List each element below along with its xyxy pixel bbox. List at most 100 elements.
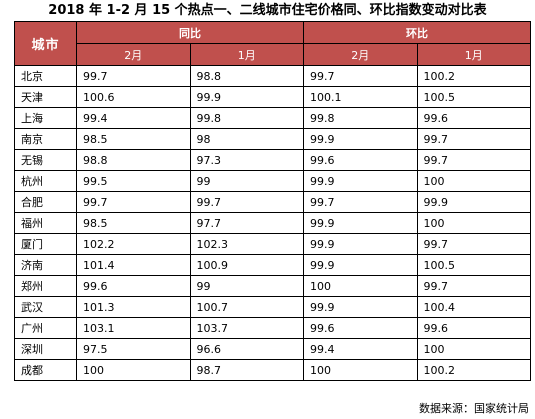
- table-row: 合肥 99.7 99.7 99.7 99.9: [15, 192, 531, 213]
- index-value-cell: 99.7: [417, 150, 531, 171]
- table-row: 济南 101.4 100.9 99.9 100.5: [15, 255, 531, 276]
- index-value-cell: 99.9: [304, 171, 418, 192]
- index-value-cell: 99.7: [417, 234, 531, 255]
- month-header: 2月: [77, 44, 191, 66]
- index-value-cell: 97.7: [190, 213, 304, 234]
- index-value-cell: 99.7: [304, 192, 418, 213]
- table-row: 南京 98.5 98 99.9 99.7: [15, 129, 531, 150]
- table-row: 深圳 97.5 96.6 99.4 100: [15, 339, 531, 360]
- index-value-cell: 100.2: [417, 360, 531, 381]
- index-value-cell: 99.9: [304, 255, 418, 276]
- index-value-cell: 100.1: [304, 87, 418, 108]
- table-row: 厦门 102.2 102.3 99.9 99.7: [15, 234, 531, 255]
- index-value-cell: 101.4: [77, 255, 191, 276]
- index-value-cell: 99.6: [77, 276, 191, 297]
- table-row: 成都 100 98.7 100 100.2: [15, 360, 531, 381]
- index-value-cell: 97.5: [77, 339, 191, 360]
- city-cell: 合肥: [15, 192, 77, 213]
- index-value-cell: 99.7: [417, 129, 531, 150]
- header-row-groups: 城市 同比 环比: [15, 22, 531, 44]
- city-cell: 北京: [15, 66, 77, 87]
- table-row: 上海 99.4 99.8 99.8 99.6: [15, 108, 531, 129]
- table-header: 城市 同比 环比 2月 1月 2月 1月: [15, 22, 531, 66]
- header-row-months: 2月 1月 2月 1月: [15, 44, 531, 66]
- index-value-cell: 99.4: [77, 108, 191, 129]
- index-value-cell: 97.3: [190, 150, 304, 171]
- index-value-cell: 99.6: [417, 108, 531, 129]
- index-value-cell: 98.8: [77, 150, 191, 171]
- table-row: 郑州 99.6 99 100 99.7: [15, 276, 531, 297]
- index-value-cell: 103.1: [77, 318, 191, 339]
- city-column-header: 城市: [15, 22, 77, 66]
- index-value-cell: 99.8: [304, 108, 418, 129]
- price-index-table: 城市 同比 环比 2月 1月 2月 1月 北京 99.7 98.8 99.7 100.2…: [14, 21, 531, 381]
- index-value-cell: 100.7: [190, 297, 304, 318]
- index-value-cell: 99.9: [304, 213, 418, 234]
- index-value-cell: 99.8: [190, 108, 304, 129]
- city-cell: 无锡: [15, 150, 77, 171]
- index-value-cell: 102.2: [77, 234, 191, 255]
- index-value-cell: 99: [190, 276, 304, 297]
- index-value-cell: 99.7: [77, 192, 191, 213]
- index-value-cell: 100: [417, 339, 531, 360]
- index-value-cell: 99.6: [304, 150, 418, 171]
- group-header-mom: 环比: [304, 22, 531, 44]
- city-cell: 上海: [15, 108, 77, 129]
- city-cell: 福州: [15, 213, 77, 234]
- city-cell: 杭州: [15, 171, 77, 192]
- index-value-cell: 99.7: [304, 66, 418, 87]
- city-cell: 深圳: [15, 339, 77, 360]
- table-title: 2018 年 1-2 月 15 个热点一、二线城市住宅价格同、环比指数变动对比表: [0, 2, 535, 20]
- table-body: 北京 99.7 98.8 99.7 100.2 天津 100.6 99.9 100.1 100.5…: [15, 66, 531, 381]
- index-value-cell: 100.5: [417, 87, 531, 108]
- index-value-cell: 100: [304, 276, 418, 297]
- index-value-cell: 103.7: [190, 318, 304, 339]
- index-value-cell: 99.7: [417, 276, 531, 297]
- city-cell: 天津: [15, 87, 77, 108]
- table-row: 北京 99.7 98.8 99.7 100.2: [15, 66, 531, 87]
- index-value-cell: 98.5: [77, 129, 191, 150]
- index-value-cell: 98.5: [77, 213, 191, 234]
- index-value-cell: 100.9: [190, 255, 304, 276]
- index-value-cell: 99.6: [417, 318, 531, 339]
- city-cell: 郑州: [15, 276, 77, 297]
- month-header: 1月: [417, 44, 531, 66]
- table-row: 福州 98.5 97.7 99.9 100: [15, 213, 531, 234]
- table-row: 杭州 99.5 99 99.9 100: [15, 171, 531, 192]
- index-value-cell: 102.3: [190, 234, 304, 255]
- index-value-cell: 96.6: [190, 339, 304, 360]
- index-value-cell: 101.3: [77, 297, 191, 318]
- index-value-cell: 100.2: [417, 66, 531, 87]
- index-value-cell: 99.7: [190, 192, 304, 213]
- index-value-cell: 98.7: [190, 360, 304, 381]
- index-value-cell: 99.5: [77, 171, 191, 192]
- index-value-cell: 100.5: [417, 255, 531, 276]
- index-value-cell: 100.4: [417, 297, 531, 318]
- table-row: 无锡 98.8 97.3 99.6 99.7: [15, 150, 531, 171]
- index-value-cell: 99.9: [190, 87, 304, 108]
- index-value-cell: 99.4: [304, 339, 418, 360]
- index-value-cell: 99.9: [417, 192, 531, 213]
- index-value-cell: 99.6: [304, 318, 418, 339]
- index-value-cell: 100: [77, 360, 191, 381]
- table-row: 武汉 101.3 100.7 99.9 100.4: [15, 297, 531, 318]
- table-row: 广州 103.1 103.7 99.6 99.6: [15, 318, 531, 339]
- city-cell: 武汉: [15, 297, 77, 318]
- data-source-note: 数据来源：国家统计局: [419, 401, 529, 417]
- index-value-cell: 99.7: [77, 66, 191, 87]
- month-header: 2月: [304, 44, 418, 66]
- city-cell: 南京: [15, 129, 77, 150]
- index-value-cell: 100: [417, 171, 531, 192]
- index-value-cell: 99.9: [304, 234, 418, 255]
- index-value-cell: 99.9: [304, 129, 418, 150]
- index-value-cell: 100: [304, 360, 418, 381]
- group-header-yoy: 同比: [77, 22, 304, 44]
- index-value-cell: 100.6: [77, 87, 191, 108]
- index-value-cell: 98.8: [190, 66, 304, 87]
- city-cell: 厦门: [15, 234, 77, 255]
- index-value-cell: 100: [417, 213, 531, 234]
- month-header: 1月: [190, 44, 304, 66]
- index-value-cell: 99: [190, 171, 304, 192]
- city-cell: 广州: [15, 318, 77, 339]
- city-cell: 济南: [15, 255, 77, 276]
